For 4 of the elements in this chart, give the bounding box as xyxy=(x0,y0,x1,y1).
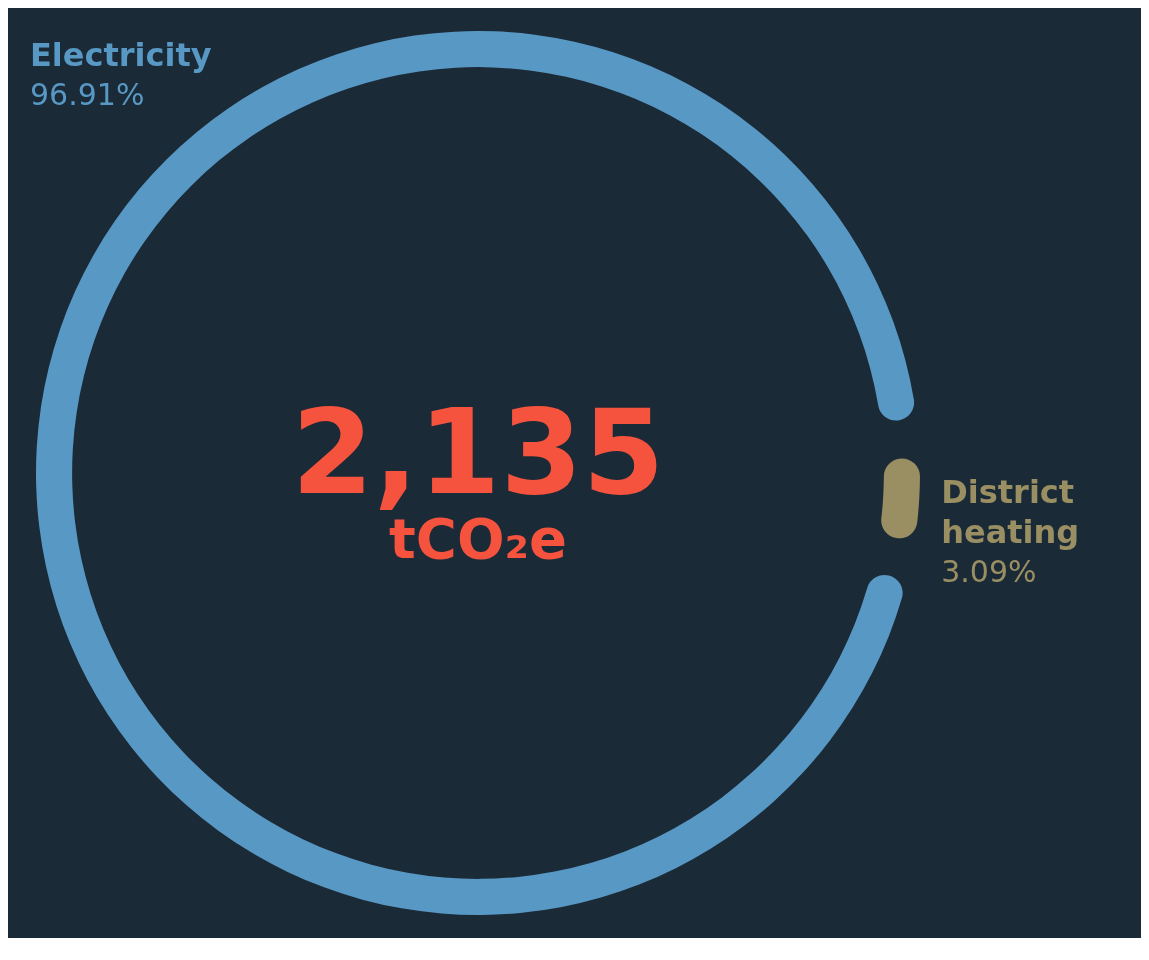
slice-label: District heating xyxy=(941,473,1080,552)
data-label: 96.91% xyxy=(30,76,145,112)
slice-label: Electricity xyxy=(30,36,212,75)
data-label: 3.09% xyxy=(941,553,1037,589)
